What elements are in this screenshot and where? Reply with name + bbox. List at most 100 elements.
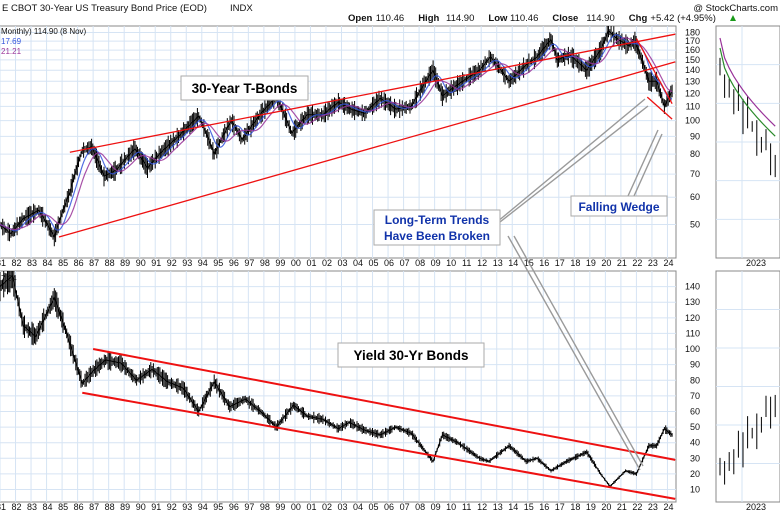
x-tick-label: 93 xyxy=(182,502,192,512)
x-tick-label: 20 xyxy=(601,258,611,268)
mini-price-grid xyxy=(716,26,780,258)
y-tick-label: 170 xyxy=(685,36,700,46)
price-trendlines xyxy=(58,33,676,238)
x-tick-label: 88 xyxy=(105,502,115,512)
x-tick-label: 19 xyxy=(586,502,596,512)
price-legend-ma-fast: 17.69 xyxy=(1,37,22,46)
x-tick-label: 00 xyxy=(291,502,301,512)
y-tick-label: 130 xyxy=(685,297,700,307)
ma-slow-line xyxy=(0,37,673,231)
x-tick-label: 10 xyxy=(446,258,456,268)
trendline-1 xyxy=(58,61,676,238)
price-legend-line1: Monthly) 114.90 (8 Nov) xyxy=(1,27,87,36)
x-tick-label: 97 xyxy=(244,258,254,268)
x-tick-label: 84 xyxy=(43,258,53,268)
trendline-0 xyxy=(92,348,676,461)
x-tick-label: 17 xyxy=(555,258,565,268)
y-tick-label: 80 xyxy=(690,375,700,385)
x-tick-label: 97 xyxy=(244,502,254,512)
x-tick-label: 08 xyxy=(415,502,425,512)
x-tick-label: 24 xyxy=(663,258,673,268)
quote-value-1: 114.90 xyxy=(446,13,474,24)
y-tick-label: 120 xyxy=(685,313,700,323)
mini-yield-panel xyxy=(715,270,780,503)
x-tick-label: 05 xyxy=(369,258,379,268)
x-tick-label: 01 xyxy=(306,502,316,512)
mini-yield-bars xyxy=(719,394,776,485)
x-tick-label: 23 xyxy=(648,258,658,268)
x-tick-label: 22 xyxy=(632,502,642,512)
y-tick-label: 80 xyxy=(690,149,700,159)
x-tick-label: 21 xyxy=(617,258,627,268)
y-tick-label: 90 xyxy=(690,131,700,141)
x-tick-label: 82 xyxy=(12,502,22,512)
x-tick-label: 88 xyxy=(105,258,115,268)
watermark: @ StockCharts.com xyxy=(693,3,778,14)
price-series xyxy=(0,26,673,247)
yield-title: Yield 30-Yr Bonds xyxy=(353,348,468,363)
y-tick-label: 180 xyxy=(685,28,700,38)
tbonds-title-box xyxy=(180,75,309,101)
x-tick-label: 12 xyxy=(477,502,487,512)
mini-price-bars xyxy=(719,37,776,178)
quote-row: Open 110.46 High 114.90 Low 110.46 Close 114.90… xyxy=(348,13,736,24)
x-tick-label: 82 xyxy=(12,258,22,268)
trends-callout-line1: Long-Term Trends xyxy=(385,213,490,227)
x-tick-label: 11 xyxy=(462,502,471,512)
x-tick-label: 98 xyxy=(260,502,270,512)
x-tick-label: 22 xyxy=(632,258,642,268)
y-tick-label: 90 xyxy=(690,360,700,370)
trendline-3 xyxy=(646,96,673,120)
x-tick-label: 06 xyxy=(384,258,394,268)
tbonds-title: 30-Year T-Bonds xyxy=(192,81,298,96)
x-tick-label: 19 xyxy=(586,258,596,268)
x-tick-label: 06 xyxy=(384,502,394,512)
y-tick-label: 10 xyxy=(690,485,700,495)
y-tick-label: 70 xyxy=(690,169,700,179)
x-tick-label: 00 xyxy=(291,258,301,268)
x-tick-label: 98 xyxy=(260,258,270,268)
x-tick-label: 03 xyxy=(337,502,347,512)
y-tick-label: 140 xyxy=(685,282,700,292)
quote-label-0: Open xyxy=(348,13,372,24)
x-tick-label: 13 xyxy=(493,258,503,268)
x-tick-label: 14 xyxy=(508,502,518,512)
x-tick-label: 83 xyxy=(27,258,37,268)
x-tick-label: 12 xyxy=(477,258,487,268)
x-tick-label: 08 xyxy=(415,258,425,268)
close-line-series xyxy=(0,30,673,239)
x-tick-label: 99 xyxy=(275,258,285,268)
x-tick-label: 92 xyxy=(167,258,177,268)
price-legend-ma-slow: 21.21 xyxy=(1,47,22,56)
x-tick-label: 85 xyxy=(58,258,68,268)
y-tick-label: 120 xyxy=(685,88,700,98)
x-tick-label: 18 xyxy=(570,502,580,512)
up-arrow-icon xyxy=(730,15,736,21)
y-tick-label: 150 xyxy=(685,55,700,65)
x-tick-label: 99 xyxy=(275,502,285,512)
price-panel-frame xyxy=(0,25,677,259)
x-tick-label: 89 xyxy=(120,502,130,512)
x-tick-label: 92 xyxy=(167,502,177,512)
x-tick-label: 85 xyxy=(58,502,68,512)
mini-ma-line xyxy=(719,47,776,137)
x-tick-label: 23 xyxy=(648,502,658,512)
y-tick-label: 40 xyxy=(690,438,700,448)
x-tick-label: 86 xyxy=(74,258,84,268)
x-tick-label: 04 xyxy=(353,502,363,512)
x-tick-label: 20 xyxy=(601,502,611,512)
x-tick-label: 95 xyxy=(213,258,223,268)
x-tick-label: 81 xyxy=(0,502,6,512)
trendline-1 xyxy=(82,391,676,500)
trends-callout-line2: Have Been Broken xyxy=(384,229,490,243)
quote-label-4: Chg xyxy=(629,13,648,24)
x-tick-label: 94 xyxy=(198,502,208,512)
x-tick-label: 93 xyxy=(182,258,192,268)
yield-grid xyxy=(0,271,676,502)
trendline-2 xyxy=(635,38,673,104)
x-tick-label: 16 xyxy=(539,502,549,512)
x-tick-label: 02 xyxy=(322,502,332,512)
yield-title-box xyxy=(337,342,485,368)
